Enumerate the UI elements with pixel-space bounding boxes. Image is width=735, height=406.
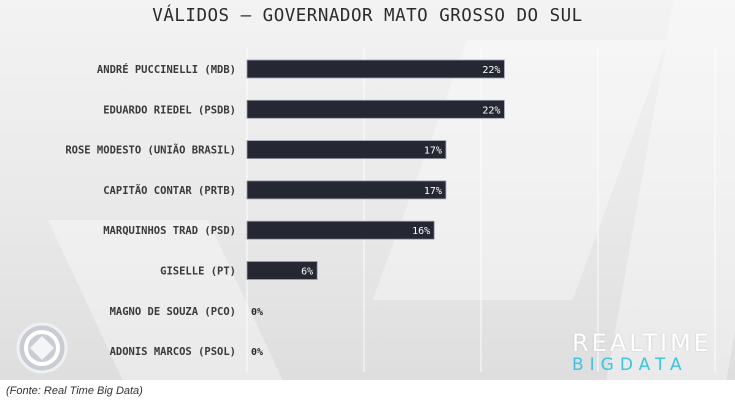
category-label: MAGNO DE SOUZA (PCO) (110, 306, 236, 318)
grid-lines (246, 48, 716, 372)
chart-title: VÁLIDOS – GOVERNADOR MATO GROSSO DO SUL (152, 6, 583, 26)
value-label: 16% (412, 226, 430, 237)
brand-line2: BIGDATA (572, 356, 688, 370)
value-label: 0% (251, 347, 263, 358)
bar (246, 180, 447, 200)
value-label: 0% (251, 307, 263, 318)
bars (246, 59, 505, 280)
category-label: ADONIS MARCOS (PSOL) (110, 346, 236, 358)
brand-line1: REALTIME (572, 329, 712, 357)
category-label: EDUARDO RIEDEL (PSDB) (103, 104, 236, 116)
source-note: (Fonte: Real Time Big Data) (6, 385, 143, 397)
bar-chart: ANDRÉ PUCCINELLI (MDB) EDUARDO RIEDEL (PS… (65, 48, 716, 372)
value-label: 17% (424, 146, 442, 157)
brand-logo: REALTIME BIGDATA (572, 330, 717, 370)
category-labels: ANDRÉ PUCCINELLI (MDB) EDUARDO RIEDEL (PS… (65, 63, 236, 358)
value-labels: 22% 22% 17% 17% 16% 6% 0% 0% (251, 65, 500, 358)
value-label: 17% (424, 186, 442, 197)
record-tv-logo-icon (16, 322, 68, 374)
category-label: GISELLE (PT) (160, 266, 236, 278)
category-label: ANDRÉ PUCCINELLI (MDB) (97, 63, 236, 76)
bar (246, 99, 505, 119)
category-label: CAPITÃO CONTAR (PRTB) (103, 184, 236, 197)
bar (246, 59, 505, 79)
value-label: 22% (482, 65, 500, 76)
value-label: 6% (301, 267, 313, 278)
bar (246, 140, 447, 160)
value-label: 22% (482, 105, 500, 116)
bar (246, 261, 318, 280)
category-label: MARQUINHOS TRAD (PSD) (103, 225, 236, 237)
category-label: ROSE MODESTO (UNIÃO BRASIL) (65, 144, 236, 157)
bar (246, 220, 435, 240)
